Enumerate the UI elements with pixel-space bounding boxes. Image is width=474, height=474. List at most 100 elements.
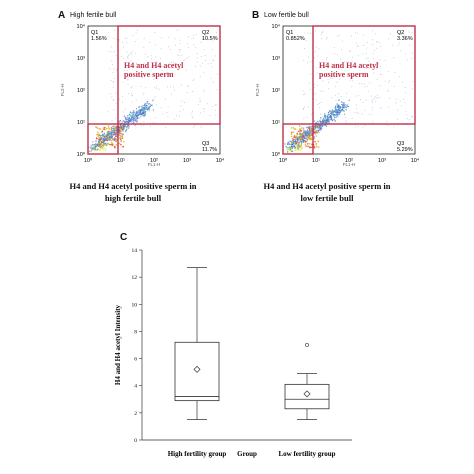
event-dot [303, 60, 305, 62]
event-dot [306, 139, 308, 141]
event-dot [126, 125, 129, 127]
event-dot [315, 144, 318, 146]
event-dot [180, 105, 182, 107]
event-dot [330, 114, 332, 117]
event-dot [375, 68, 377, 70]
event-dot [154, 96, 156, 98]
event-dot [129, 53, 131, 55]
event-dot [307, 32, 309, 34]
event-dot [147, 56, 149, 58]
event-dot [143, 46, 145, 48]
event-dot [335, 105, 337, 106]
event-dot [322, 119, 324, 122]
event-dot [134, 52, 136, 54]
event-dot [295, 136, 298, 138]
event-dot [214, 55, 216, 57]
event-dot [314, 93, 316, 95]
event-dot [164, 75, 166, 77]
event-dot [186, 57, 188, 59]
event-dot [328, 114, 331, 116]
event-dot [339, 110, 342, 113]
event-dot [103, 128, 105, 130]
event-dot [150, 125, 151, 127]
event-dot [338, 109, 341, 111]
event-dot [213, 59, 215, 61]
event-dot [107, 125, 110, 127]
event-dot [127, 77, 129, 79]
event-dot [337, 93, 339, 95]
event-dot [304, 139, 306, 142]
box-plot-chart: 0 2 4 6 8 10 12 14 High fertility group Low ferti… [114, 248, 352, 458]
event-dot [327, 78, 329, 80]
event-dot [319, 119, 321, 121]
event-dot [193, 44, 195, 46]
event-dot [315, 99, 317, 100]
event-dot [110, 46, 112, 48]
event-dot [345, 107, 347, 108]
event-dot [111, 137, 113, 139]
event-dot [105, 127, 108, 130]
event-dot [372, 30, 373, 32]
event-dot [357, 112, 359, 114]
event-dot [125, 120, 128, 122]
event-dot [316, 146, 318, 148]
event-dot [168, 46, 170, 48]
event-dot [352, 77, 354, 79]
event-dot [122, 95, 124, 97]
event-dot [308, 146, 311, 149]
positive-gate [117, 25, 221, 125]
event-dot [131, 93, 132, 94]
event-dot [120, 143, 122, 146]
event-dot [110, 136, 112, 138]
event-dot [327, 72, 329, 74]
y-tick-label: 0 [134, 438, 137, 444]
event-dot [115, 92, 117, 94]
event-dot [323, 117, 325, 119]
event-dot [321, 31, 323, 33]
event-dot [133, 115, 135, 117]
event-dot [118, 132, 121, 134]
event-dot [212, 60, 214, 62]
event-dot [315, 135, 317, 137]
event-dot [148, 111, 150, 113]
event-dot [208, 39, 210, 41]
event-dot [146, 105, 148, 107]
event-dot [214, 109, 216, 111]
event-dot [304, 130, 307, 132]
event-dot [131, 86, 133, 87]
q3-value: 11.7% [202, 147, 217, 153]
event-dot [131, 119, 134, 121]
negative-gate [87, 123, 119, 155]
event-dot [120, 140, 122, 142]
event-dot [299, 145, 302, 147]
event-dot [115, 140, 117, 142]
event-dot [215, 104, 217, 106]
x-tick-label: 10³ [378, 158, 386, 164]
event-dot [187, 46, 189, 48]
panel-a-caption-line2: high fertile bull [104, 193, 162, 203]
event-dot [156, 88, 158, 89]
event-dot [304, 48, 305, 50]
event-dot [118, 129, 121, 132]
event-dot [349, 80, 351, 82]
event-dot [166, 71, 168, 73]
event-dot [104, 126, 107, 129]
event-dot [336, 115, 338, 117]
event-dot [110, 129, 113, 132]
event-dot [149, 42, 151, 43]
event-dot [361, 113, 363, 115]
event-dot [343, 110, 345, 113]
event-dot [411, 32, 413, 34]
event-dot [178, 115, 180, 117]
event-dot [115, 144, 118, 146]
event-dot [335, 116, 337, 118]
event-dot [292, 131, 295, 133]
event-dot [372, 44, 374, 46]
event-dot [111, 60, 113, 62]
event-dot [303, 106, 305, 108]
event-dot [334, 72, 336, 74]
event-dot [309, 143, 311, 145]
event-dot [408, 119, 410, 121]
event-dot [113, 51, 115, 53]
event-dot [367, 90, 369, 92]
